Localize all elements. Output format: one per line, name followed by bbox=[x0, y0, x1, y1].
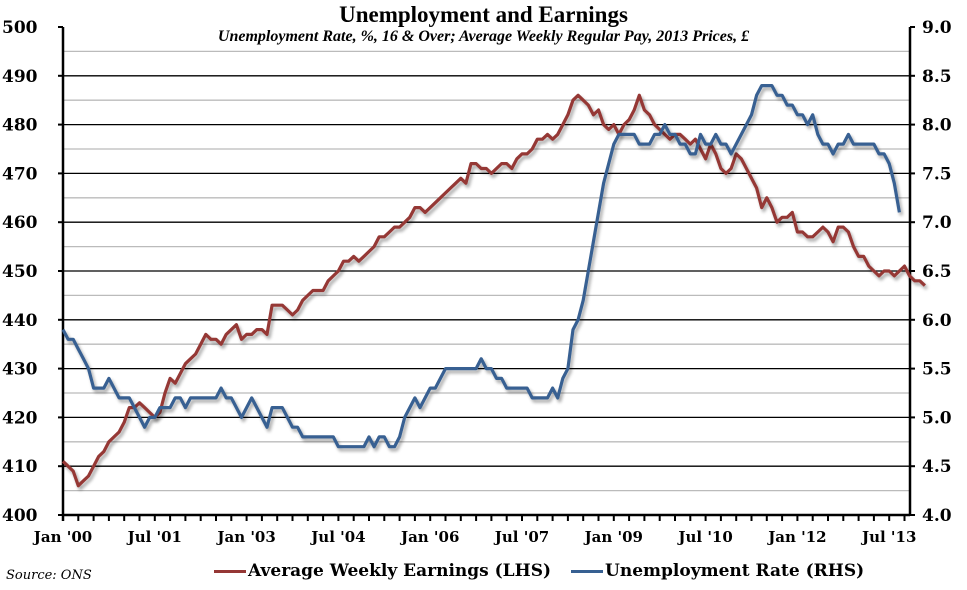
left-axis-tick-label: 420 bbox=[2, 408, 38, 428]
source-note: Source: ONS bbox=[6, 568, 92, 583]
unemployment-series-line bbox=[61, 83, 901, 449]
legend-line-icon bbox=[571, 569, 604, 573]
right-axis-tick-label: 5.5 bbox=[922, 360, 952, 380]
left-axis-tick-label: 450 bbox=[2, 262, 38, 282]
right-axis-tick-label: 8.5 bbox=[922, 67, 952, 87]
axes bbox=[58, 26, 915, 521]
gridlines bbox=[63, 50, 910, 492]
left-axis-tick-label: 470 bbox=[2, 164, 38, 184]
chart-legend: Average Weekly Earnings (LHS) Unemployme… bbox=[214, 561, 884, 581]
left-axis-tick-label: 500 bbox=[2, 18, 38, 38]
chart-subtitle: Unemployment Rate, %, 16 & Over; Average… bbox=[217, 28, 750, 45]
right-axis-tick-label: 7.0 bbox=[922, 213, 952, 233]
legend-label: Average Weekly Earnings (LHS) bbox=[248, 561, 552, 581]
x-axis-tick-label: Jan '06 bbox=[399, 528, 459, 546]
left-axis-tick-label: 430 bbox=[2, 360, 38, 380]
right-axis-tick-label: 8.0 bbox=[922, 116, 952, 136]
legend-item-earnings: Average Weekly Earnings (LHS) bbox=[214, 561, 551, 581]
legend-line-icon bbox=[214, 569, 246, 573]
right-axis-tick-label: 4.5 bbox=[922, 457, 952, 477]
axis-labels: 500 490 480 470 460 450 440 430 420 410 400 9.0 8.5 8… bbox=[2, 18, 952, 546]
right-axis-tick-label: 6.0 bbox=[922, 311, 952, 331]
x-axis-tick-label: Jul '13 bbox=[860, 528, 916, 546]
x-axis-tick-label: Jan '09 bbox=[583, 528, 643, 546]
x-axis-tick-label: Jan '03 bbox=[215, 528, 275, 546]
earnings-series-line bbox=[61, 93, 926, 488]
left-axis-tick-label: 440 bbox=[2, 311, 38, 331]
legend-label: Unemployment Rate (RHS) bbox=[605, 561, 865, 581]
x-axis-tick-label: Jan '12 bbox=[766, 528, 826, 546]
x-axis-tick-label: Jan '00 bbox=[32, 528, 92, 546]
right-axis-tick-label: 6.5 bbox=[922, 262, 952, 282]
x-axis-tick-label: Jul '07 bbox=[493, 528, 549, 546]
left-axis-tick-label: 490 bbox=[2, 67, 38, 87]
right-axis-tick-label: 5.0 bbox=[922, 408, 952, 428]
left-axis-tick-label: 410 bbox=[2, 457, 38, 477]
chart-title: Unemployment and Earnings bbox=[339, 2, 628, 27]
x-axis-tick-label: Jul '04 bbox=[309, 528, 365, 546]
right-axis-tick-label: 7.5 bbox=[922, 164, 952, 184]
left-axis-tick-label: 480 bbox=[2, 116, 38, 136]
right-axis-tick-label: 4.0 bbox=[922, 506, 952, 526]
legend-item-unemployment: Unemployment Rate (RHS) bbox=[571, 561, 864, 581]
left-axis-tick-label: 460 bbox=[2, 213, 38, 233]
right-axis-tick-label: 9.0 bbox=[922, 18, 952, 38]
x-axis-tick-label: Jul '01 bbox=[126, 528, 182, 546]
x-axis-tick-label: Jul '10 bbox=[676, 528, 732, 546]
left-axis-tick-label: 400 bbox=[2, 506, 38, 526]
